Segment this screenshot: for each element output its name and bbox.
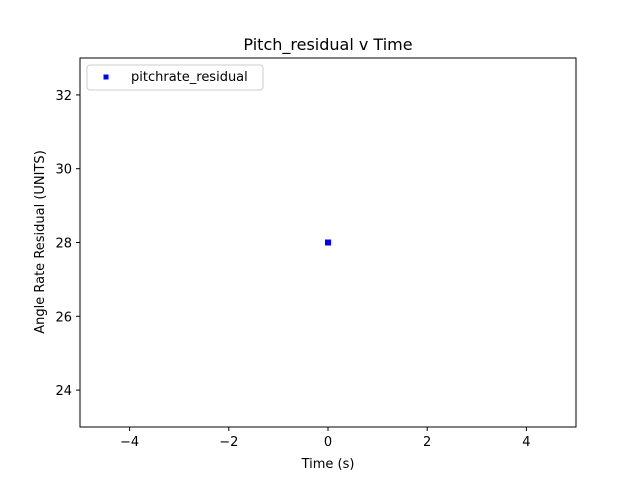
y-tick-label: 30 (55, 163, 72, 178)
plot-frame (79, 57, 577, 428)
y-axis-label: Angle Rate Residual (UNITS) (33, 150, 48, 334)
x-tick-label: 2 (423, 435, 431, 450)
legend-box (86, 64, 264, 91)
y-tick-label: 24 (55, 384, 72, 399)
data-points (325, 239, 331, 246)
legend-label: pitchrate_residual (131, 70, 248, 85)
legend: pitchrate_residual (86, 64, 264, 91)
x-tick-label: 4 (522, 435, 530, 450)
y-tick-label: 28 (55, 237, 72, 252)
x-tick-label: −4 (120, 435, 139, 450)
legend-marker (103, 74, 109, 80)
y-tick-label: 26 (55, 310, 72, 325)
data-point (325, 239, 331, 246)
x-tick-label: −2 (219, 435, 238, 450)
chart-title: Pitch_residual v Time (243, 35, 412, 55)
x-axis-label: Time (s) (301, 457, 355, 472)
y-tick-label: 32 (55, 89, 72, 104)
x-axis-ticks: −4 −2 0 2 4 (120, 427, 531, 450)
x-tick-label: 0 (324, 435, 332, 450)
y-axis-ticks: 24 26 28 30 32 (55, 89, 80, 399)
